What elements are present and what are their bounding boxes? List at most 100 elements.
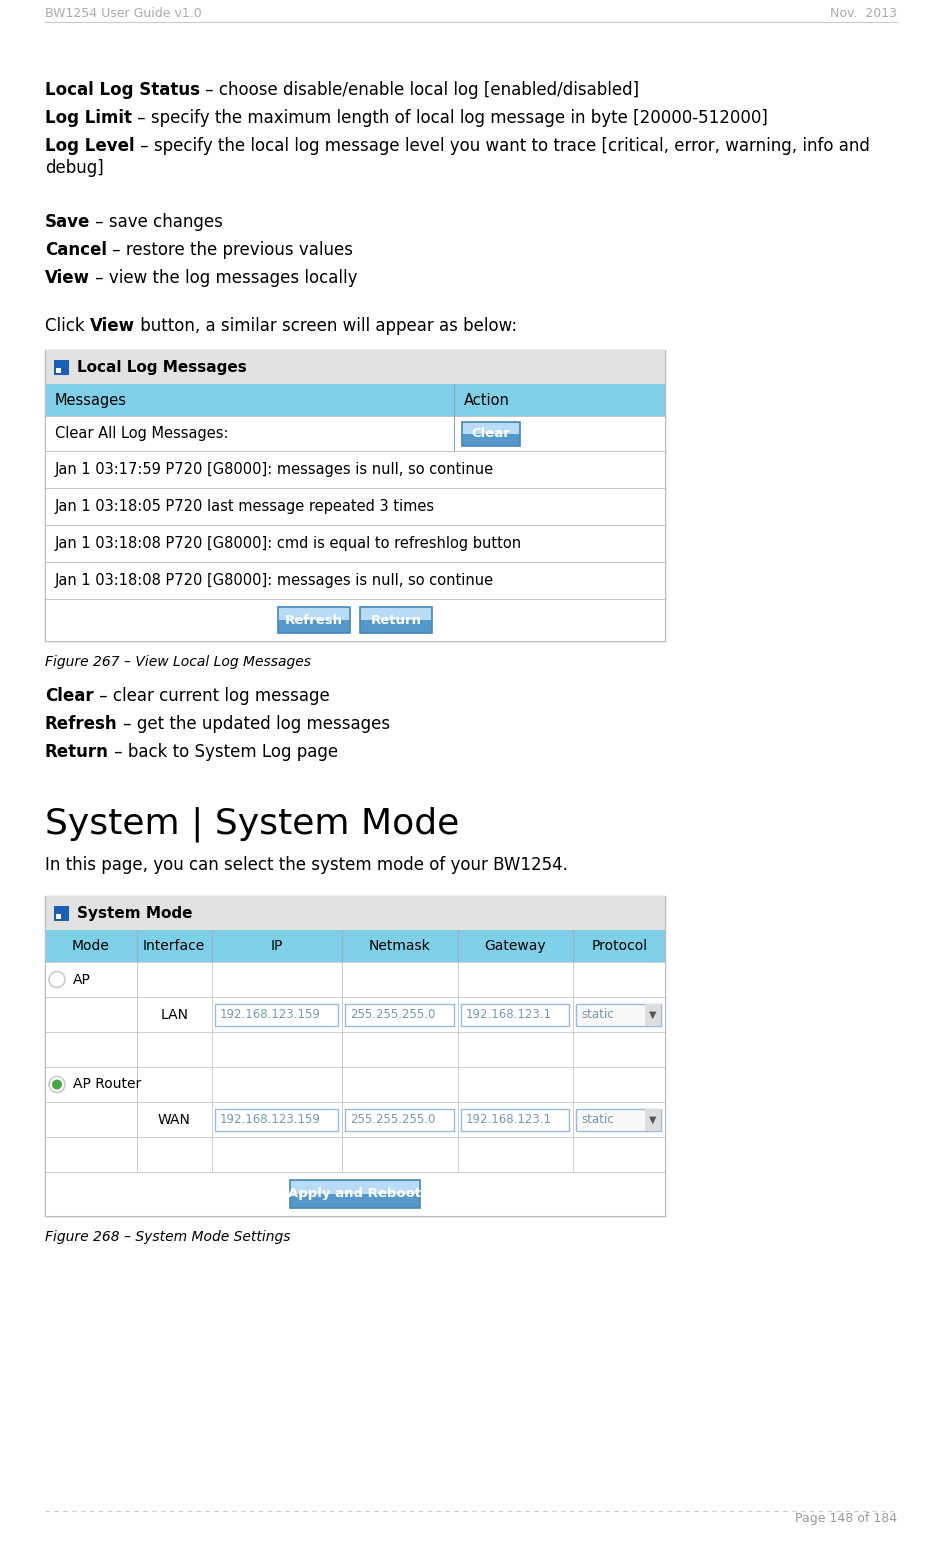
Text: Clear All Log Messages:: Clear All Log Messages: [55, 425, 229, 441]
Text: Jan 1 03:18:08 P720 [G8000]: messages is null, so continue: Jan 1 03:18:08 P720 [G8000]: messages is… [55, 573, 495, 589]
Bar [45, 599, 665, 641]
Text: Log Level: Log Level [45, 137, 135, 156]
Text: ▼: ▼ [649, 1114, 657, 1125]
Bar [45, 1102, 665, 1137]
Text: Apply and Reboot: Apply and Reboot [288, 1188, 422, 1200]
Text: – restore the previous values: – restore the previous values [107, 240, 353, 259]
Text: – specify the local log message level you want to trace [critical, error, warnin: – specify the local log message level yo… [135, 137, 869, 156]
Text: Refresh: Refresh [285, 613, 343, 627]
Bar [290, 1194, 420, 1208]
Bar [345, 1108, 454, 1131]
Text: BW1254 User Guide v1.0: BW1254 User Guide v1.0 [45, 6, 202, 20]
Bar [54, 906, 69, 922]
Bar [461, 1003, 569, 1025]
Text: – specify the maximum length of local log message in byte [20000-512000]: – specify the maximum length of local lo… [132, 109, 768, 126]
Bar [45, 962, 665, 997]
Text: ▼: ▼ [649, 1009, 657, 1020]
Circle shape [52, 1080, 62, 1089]
Bar [345, 1003, 454, 1025]
Bar [462, 422, 520, 445]
Text: AP Router: AP Router [73, 1077, 141, 1091]
Text: WAN: WAN [157, 1113, 190, 1126]
Bar [45, 525, 665, 562]
Bar [290, 1180, 420, 1208]
Text: – back to System Log page: – back to System Log page [109, 743, 338, 761]
Bar [462, 422, 520, 433]
Bar [45, 895, 665, 931]
Bar [45, 384, 665, 416]
Text: Local Log Status: Local Log Status [45, 82, 200, 99]
Bar [360, 607, 432, 619]
Text: debug]: debug] [45, 159, 104, 177]
Bar [278, 607, 350, 619]
Text: – clear current log message: – clear current log message [93, 687, 330, 704]
Bar [290, 1180, 420, 1194]
Text: Figure 268 – System Mode Settings: Figure 268 – System Mode Settings [45, 1230, 290, 1244]
Text: 192.168.123.1: 192.168.123.1 [465, 1008, 552, 1022]
Text: button, a similar screen will appear as below:: button, a similar screen will appear as … [135, 317, 517, 334]
Bar [278, 607, 350, 633]
Bar [56, 914, 61, 918]
Text: Action: Action [464, 393, 510, 407]
Text: AP: AP [73, 972, 90, 986]
Bar [645, 1108, 661, 1131]
Text: View: View [89, 317, 135, 334]
Text: 255.255.255.0: 255.255.255.0 [350, 1113, 435, 1126]
Bar [45, 1173, 665, 1216]
Bar [45, 1066, 665, 1102]
Text: Refresh: Refresh [45, 715, 118, 734]
Text: – get the updated log messages: – get the updated log messages [118, 715, 390, 734]
Text: Clear: Clear [472, 427, 511, 441]
Text: Netmask: Netmask [369, 938, 430, 952]
Bar [45, 931, 665, 962]
Bar [45, 350, 665, 384]
Text: static: static [581, 1113, 614, 1126]
Bar [645, 1003, 661, 1025]
Bar [360, 619, 432, 633]
Bar [215, 1003, 338, 1025]
Bar [45, 350, 665, 641]
Text: Return: Return [45, 743, 109, 761]
Text: static: static [581, 1008, 614, 1022]
Text: Jan 1 03:17:59 P720 [G8000]: messages is null, so continue: Jan 1 03:17:59 P720 [G8000]: messages is… [55, 462, 495, 478]
Text: Nov.  2013: Nov. 2013 [830, 6, 897, 20]
Text: 192.168.123.1: 192.168.123.1 [465, 1113, 552, 1126]
Text: 192.168.123.159: 192.168.123.159 [219, 1008, 320, 1022]
Bar [462, 433, 520, 445]
Bar [577, 1108, 661, 1131]
Text: Log Limit: Log Limit [45, 109, 132, 126]
Text: View: View [45, 270, 90, 287]
Text: Cancel: Cancel [45, 240, 107, 259]
Text: Save: Save [45, 213, 90, 231]
Text: 192.168.123.159: 192.168.123.159 [219, 1113, 320, 1126]
Bar [461, 1108, 569, 1131]
Text: In this page, you can select the system mode of your BW1254.: In this page, you can select the system … [45, 855, 568, 874]
Text: Protocol: Protocol [592, 938, 647, 952]
Text: Return: Return [370, 613, 421, 627]
Bar [45, 562, 665, 599]
Text: LAN: LAN [160, 1008, 188, 1022]
Text: 255.255.255.0: 255.255.255.0 [350, 1008, 435, 1022]
Text: – save changes: – save changes [90, 213, 223, 231]
Text: Clear: Clear [45, 687, 93, 704]
Bar [360, 607, 432, 633]
Text: Page 148 of 184: Page 148 of 184 [795, 1512, 897, 1526]
Text: Gateway: Gateway [485, 938, 546, 952]
Bar [45, 997, 665, 1032]
Bar [45, 416, 665, 452]
Bar [45, 1137, 665, 1173]
Text: Mode: Mode [72, 938, 109, 952]
Text: – view the log messages locally: – view the log messages locally [90, 270, 358, 287]
Bar [56, 368, 61, 373]
Bar [45, 895, 665, 1216]
Text: Jan 1 03:18:05 P720 last message repeated 3 times: Jan 1 03:18:05 P720 last message repeate… [55, 499, 435, 515]
Text: IP: IP [270, 938, 284, 952]
Text: Click: Click [45, 317, 89, 334]
Bar [45, 452, 665, 488]
Text: Messages: Messages [55, 393, 127, 407]
Text: – choose disable/enable local log [enabled/disabled]: – choose disable/enable local log [enabl… [200, 82, 639, 99]
Bar [278, 619, 350, 633]
Bar [45, 1032, 665, 1066]
Text: Jan 1 03:18:08 P720 [G8000]: cmd is equal to refreshlog button: Jan 1 03:18:08 P720 [G8000]: cmd is equa… [55, 536, 522, 552]
Text: Interface: Interface [143, 938, 205, 952]
